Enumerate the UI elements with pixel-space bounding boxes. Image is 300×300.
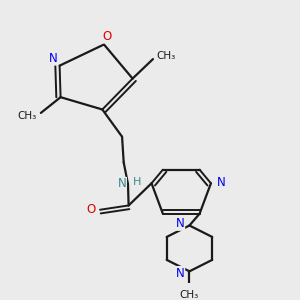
Text: N: N [216, 176, 225, 189]
Text: N: N [176, 266, 184, 280]
Text: CH₃: CH₃ [156, 51, 176, 61]
Text: CH₃: CH₃ [180, 290, 199, 300]
Text: N: N [118, 178, 126, 190]
Text: N: N [49, 52, 57, 65]
Text: O: O [86, 203, 95, 216]
Text: CH₃: CH₃ [18, 111, 37, 121]
Text: O: O [103, 30, 112, 43]
Text: N: N [176, 217, 184, 230]
Text: H: H [133, 177, 141, 187]
